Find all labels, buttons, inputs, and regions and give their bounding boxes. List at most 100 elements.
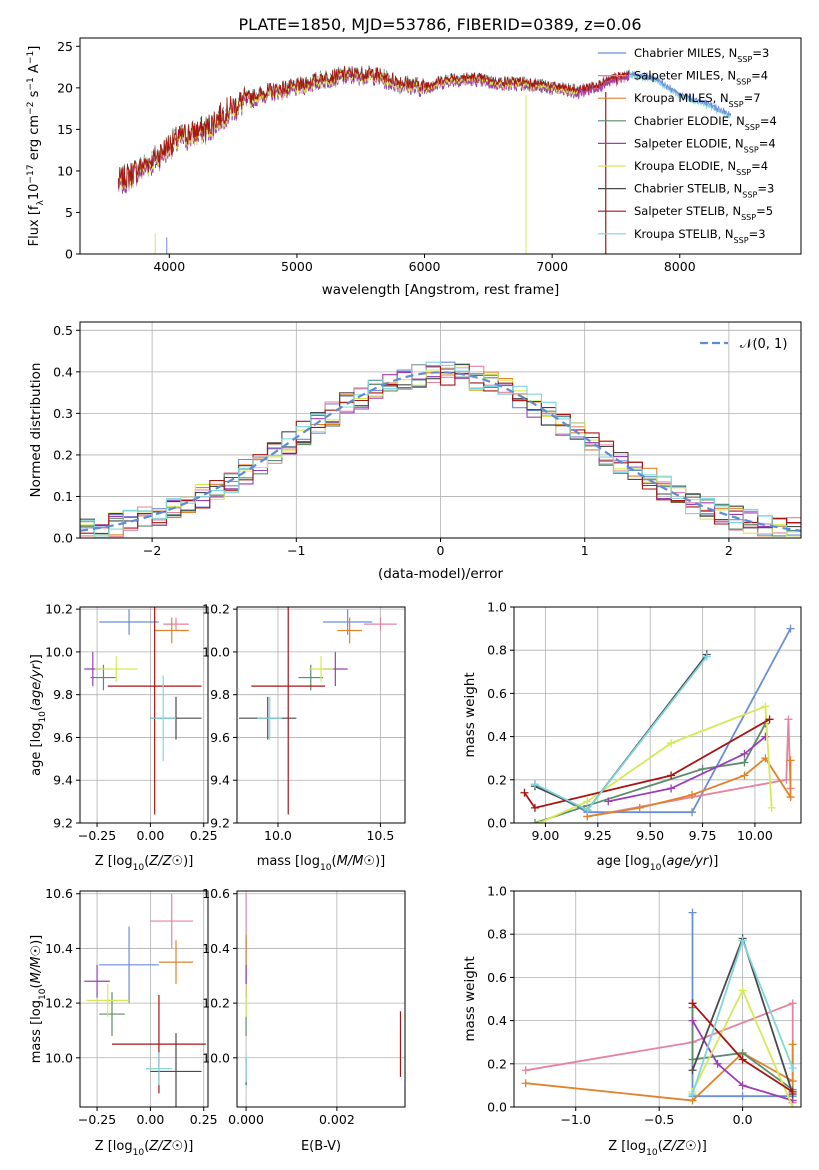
weight-marker bbox=[782, 775, 791, 784]
y-tick-label: 5 bbox=[65, 205, 73, 220]
weight-series-8 bbox=[688, 936, 797, 1099]
y-tick-label: 10.2 bbox=[45, 602, 73, 617]
x-axis-label: wavelength [Angstrom, rest frame] bbox=[322, 282, 560, 298]
y-axis-label: mass weight bbox=[462, 956, 478, 1041]
weight-marker bbox=[667, 771, 676, 780]
error-bar-point bbox=[150, 675, 176, 761]
x-tick-label: 9.75 bbox=[689, 828, 717, 843]
x-tick-label: 0.00 bbox=[136, 828, 164, 843]
age_vs_mass-axes: 10.0 10.5 9.2 9.4 9.6 9.8 10.0 10.2 mass [log10(… bbox=[202, 602, 406, 873]
weight-marker bbox=[530, 780, 539, 789]
x-tick-label: 0 bbox=[437, 543, 445, 558]
x-axis-label: (data-model)/error bbox=[378, 566, 504, 582]
weight-marker bbox=[667, 739, 676, 748]
weight-marker bbox=[688, 1055, 697, 1064]
weight-series-3 bbox=[530, 719, 770, 823]
weight-series-7 bbox=[688, 999, 797, 1096]
y-tick-label: 10.0 bbox=[202, 1050, 230, 1065]
weight-series-4 bbox=[604, 732, 770, 806]
y-tick-label: 10.4 bbox=[45, 941, 73, 956]
y-tick-label: 0.4 bbox=[487, 1013, 507, 1028]
x-tick-label: 10.5 bbox=[366, 828, 394, 843]
weight-marker bbox=[667, 784, 676, 793]
weight-marker bbox=[784, 715, 793, 724]
x-tick-label: 10.0 bbox=[264, 828, 292, 843]
weight-marker bbox=[604, 797, 613, 806]
spectrum-line-7 bbox=[117, 65, 630, 189]
weight-line bbox=[691, 1020, 793, 1102]
y-tick-label: 0.2 bbox=[487, 772, 507, 787]
weight-marker bbox=[702, 652, 711, 661]
x-tick-label: 8000 bbox=[664, 259, 696, 274]
y-tick-label: 0.8 bbox=[487, 643, 507, 658]
y-tick-label: 9.4 bbox=[210, 773, 230, 788]
y-tick-label: 9.4 bbox=[53, 773, 73, 788]
y-tick-label: 10.6 bbox=[202, 886, 230, 901]
weight-series-7 bbox=[520, 715, 774, 812]
weight-marker bbox=[635, 803, 644, 812]
x-tick-label: 5000 bbox=[281, 259, 313, 274]
mass_vs_ebv-axes: 0.000 0.002 10.0 10.2 10.4 10.6 E(B-V) bbox=[202, 886, 406, 1154]
weight-line bbox=[691, 1007, 794, 1091]
age_vs_Z-frame bbox=[79, 606, 209, 824]
weight-marker bbox=[788, 1064, 797, 1073]
age_vs_mass-plot-area bbox=[239, 607, 397, 815]
error-bar-point bbox=[158, 940, 194, 984]
weight-marker bbox=[786, 793, 795, 802]
y-tick-label: 0.0 bbox=[487, 1100, 507, 1115]
x-axis-label: Z [log10(Z/Z☉)] bbox=[608, 1139, 707, 1158]
y-tick-label: 0.2 bbox=[53, 447, 73, 462]
residuals-axes: −2 −1 0 1 2 0.0 0.1 0.2 0.3 0.4 0.5 (data-model)/er… bbox=[28, 321, 802, 582]
x-axis-label: E(B-V) bbox=[301, 1139, 341, 1154]
weight-marker bbox=[530, 803, 539, 812]
x-tick-label: 7000 bbox=[536, 259, 568, 274]
y-tick-label: 10.6 bbox=[45, 886, 73, 901]
x-tick-label: 0.002 bbox=[319, 1112, 355, 1127]
weight-marker bbox=[688, 908, 697, 917]
x-tick-label: 0.25 bbox=[190, 828, 218, 843]
residuals-legend: 𝒩(0, 1) bbox=[700, 337, 787, 352]
spectrum-axes: 4000 5000 6000 7000 8000 0 5 10 15 20 25 wavelength… bbox=[26, 37, 802, 298]
legend-label: Kroupa MILES, NSSP=7 bbox=[634, 91, 761, 109]
y-tick-label: 10.0 bbox=[45, 1050, 73, 1065]
y-tick-label: 0.4 bbox=[53, 364, 73, 379]
legend-label: Chabrier STELIB, NSSP=3 bbox=[634, 182, 774, 200]
legend-label: 𝒩(0, 1) bbox=[740, 337, 787, 352]
y-tick-label: 0.1 bbox=[53, 489, 73, 504]
x-axis-label: Z [log10(Z/Z☉)] bbox=[95, 854, 194, 873]
weight-marker bbox=[688, 790, 697, 799]
y-tick-label: 10.2 bbox=[202, 996, 230, 1011]
x-tick-label: 0.00 bbox=[136, 1112, 164, 1127]
weight-marker bbox=[788, 999, 797, 1008]
weight-line bbox=[587, 719, 792, 818]
x-axis-label: mass [log10(M/M☉)] bbox=[257, 854, 385, 873]
weight-marker bbox=[535, 819, 544, 823]
weight_vs_Z-frame bbox=[513, 890, 802, 1108]
weight_vs_Z-axes: −1.0 −0.5 0.0 0.0 0.2 0.4 0.6 0.8 1.0 Z [log10(Z/… bbox=[462, 884, 802, 1158]
age_vs_mass-frame bbox=[236, 606, 406, 824]
weight-marker bbox=[788, 1103, 797, 1107]
x-axis-label: age [log10(age/yr)] bbox=[597, 854, 719, 873]
weight-marker bbox=[740, 758, 749, 767]
x-tick-label: −0.25 bbox=[78, 828, 116, 843]
weight-marker bbox=[521, 1079, 530, 1088]
weight-marker bbox=[713, 1059, 722, 1068]
x-tick-label: −1.0 bbox=[561, 1112, 591, 1127]
mass_vs_Z-axes: −0.25 0.00 0.25 10.0 10.2 10.4 10.6 Z [log10(Z/… bbox=[29, 886, 218, 1158]
error-bar-point bbox=[99, 992, 125, 1036]
weight-marker bbox=[530, 819, 539, 823]
y-tick-label: 10 bbox=[57, 163, 73, 178]
weight-series-5 bbox=[535, 702, 776, 823]
spectrum-legend: Chabrier MILES, NSSP=3 Salpeter MILES, NS… bbox=[598, 46, 777, 244]
weight-series-2 bbox=[583, 754, 795, 821]
x-tick-label: 9.25 bbox=[584, 828, 612, 843]
error-bar-point bbox=[364, 617, 397, 631]
weight-marker bbox=[788, 1087, 797, 1096]
weight-marker bbox=[583, 806, 592, 815]
y-tick-label: 10.0 bbox=[202, 644, 230, 659]
weight-marker bbox=[740, 771, 749, 780]
error-bar-point bbox=[86, 983, 130, 1017]
residuals-plot-area bbox=[80, 361, 801, 538]
error-bar-point bbox=[99, 926, 159, 1004]
x-tick-label: 0.25 bbox=[190, 1112, 218, 1127]
